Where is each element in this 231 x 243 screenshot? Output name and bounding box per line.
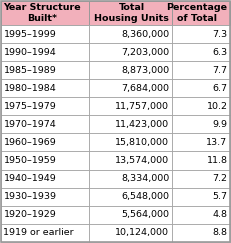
Bar bbox=[1, 224, 89, 242]
Bar bbox=[89, 79, 172, 97]
Bar bbox=[1, 61, 89, 79]
Text: 1950–1959: 1950–1959 bbox=[3, 156, 56, 165]
Text: 1980–1984: 1980–1984 bbox=[3, 84, 56, 93]
Bar bbox=[172, 188, 230, 206]
Bar bbox=[89, 224, 172, 242]
Text: 7.2: 7.2 bbox=[213, 174, 228, 183]
Text: 1920–1929: 1920–1929 bbox=[3, 210, 56, 219]
Text: 7,203,000: 7,203,000 bbox=[121, 48, 169, 57]
Bar bbox=[1, 188, 89, 206]
Text: 8,334,000: 8,334,000 bbox=[121, 174, 169, 183]
Bar bbox=[89, 170, 172, 188]
Bar bbox=[172, 133, 230, 151]
Bar bbox=[172, 97, 230, 115]
Bar bbox=[1, 206, 89, 224]
Bar bbox=[89, 151, 172, 170]
Text: 10,124,000: 10,124,000 bbox=[115, 228, 169, 237]
Bar bbox=[1, 43, 89, 61]
Text: 11,423,000: 11,423,000 bbox=[115, 120, 169, 129]
Text: 8.8: 8.8 bbox=[213, 228, 228, 237]
Bar bbox=[89, 97, 172, 115]
Text: 11,757,000: 11,757,000 bbox=[115, 102, 169, 111]
Bar bbox=[89, 61, 172, 79]
Text: Total
Housing Units: Total Housing Units bbox=[94, 3, 169, 23]
Text: 1975–1979: 1975–1979 bbox=[3, 102, 56, 111]
Bar bbox=[172, 151, 230, 170]
Text: 6.3: 6.3 bbox=[213, 48, 228, 57]
Bar bbox=[1, 151, 89, 170]
Bar bbox=[172, 43, 230, 61]
Text: 8,360,000: 8,360,000 bbox=[121, 30, 169, 39]
Text: 7,684,000: 7,684,000 bbox=[121, 84, 169, 93]
Text: 1970–1974: 1970–1974 bbox=[3, 120, 56, 129]
Bar bbox=[1, 170, 89, 188]
Bar bbox=[172, 115, 230, 133]
Text: 15,810,000: 15,810,000 bbox=[115, 138, 169, 147]
Bar bbox=[172, 170, 230, 188]
Text: 1919 or earlier: 1919 or earlier bbox=[3, 228, 74, 237]
Text: 1930–1939: 1930–1939 bbox=[3, 192, 56, 201]
Text: 1990–1994: 1990–1994 bbox=[3, 48, 56, 57]
Text: 5.7: 5.7 bbox=[213, 192, 228, 201]
Text: 13,574,000: 13,574,000 bbox=[115, 156, 169, 165]
Bar bbox=[89, 43, 172, 61]
Bar bbox=[1, 115, 89, 133]
Bar bbox=[1, 97, 89, 115]
Text: 9.9: 9.9 bbox=[213, 120, 228, 129]
Bar bbox=[172, 1, 230, 25]
Bar bbox=[89, 206, 172, 224]
Text: 1960–1969: 1960–1969 bbox=[3, 138, 56, 147]
Text: 1985–1989: 1985–1989 bbox=[3, 66, 56, 75]
Bar bbox=[172, 206, 230, 224]
Text: 8,873,000: 8,873,000 bbox=[121, 66, 169, 75]
Text: Year Structure
Built*: Year Structure Built* bbox=[3, 3, 81, 23]
Text: Percentage
of Total: Percentage of Total bbox=[167, 3, 228, 23]
Text: 13.7: 13.7 bbox=[207, 138, 228, 147]
Text: 5,564,000: 5,564,000 bbox=[121, 210, 169, 219]
Text: 1940–1949: 1940–1949 bbox=[3, 174, 56, 183]
Bar bbox=[89, 1, 172, 25]
Bar bbox=[1, 79, 89, 97]
Bar bbox=[172, 25, 230, 43]
Text: 11.8: 11.8 bbox=[207, 156, 228, 165]
Bar bbox=[1, 133, 89, 151]
Bar bbox=[89, 115, 172, 133]
Text: 6,548,000: 6,548,000 bbox=[121, 192, 169, 201]
Bar bbox=[172, 79, 230, 97]
Bar bbox=[172, 61, 230, 79]
Bar bbox=[89, 133, 172, 151]
Bar bbox=[172, 224, 230, 242]
Bar bbox=[1, 1, 89, 25]
Bar bbox=[89, 188, 172, 206]
Text: 1995–1999: 1995–1999 bbox=[3, 30, 56, 39]
Text: 7.7: 7.7 bbox=[213, 66, 228, 75]
Text: 7.3: 7.3 bbox=[213, 30, 228, 39]
Text: 4.8: 4.8 bbox=[213, 210, 228, 219]
Bar bbox=[89, 25, 172, 43]
Bar bbox=[1, 25, 89, 43]
Text: 6.7: 6.7 bbox=[213, 84, 228, 93]
Text: 10.2: 10.2 bbox=[207, 102, 228, 111]
